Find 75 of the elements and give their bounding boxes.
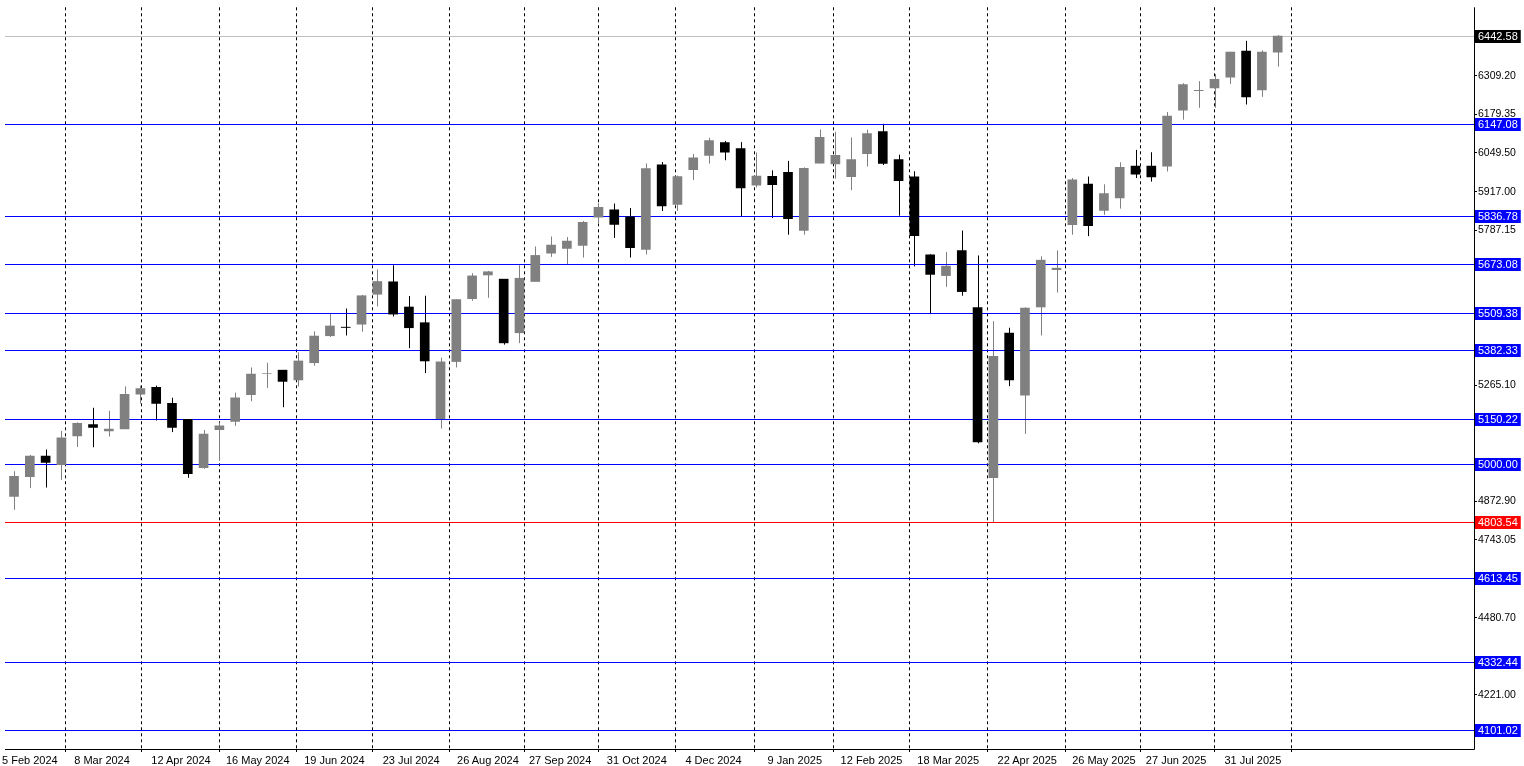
ref-line-label: 5150.22 (1478, 413, 1518, 426)
candlestick (1209, 73, 1220, 109)
candlestick (483, 270, 493, 299)
x-tick-label: 31 Jul 2025 (1224, 753, 1282, 766)
x-tick-label: 26 May 2025 (1072, 753, 1136, 766)
candlestick (325, 313, 335, 338)
x-tick-label: 19 Jun 2024 (304, 753, 365, 766)
candlestick (261, 362, 272, 389)
candlestick (404, 295, 414, 349)
candlestick (688, 153, 699, 181)
y-tick-label: 6309.20 (1478, 68, 1517, 81)
ref-line-label: 5509.38 (1478, 307, 1518, 320)
y-tick-label: 4743.05 (1478, 532, 1517, 545)
x-tick-label: 23 Jul 2024 (382, 753, 440, 766)
candlestick (1272, 34, 1283, 68)
ref-line-label: 5673.08 (1478, 258, 1518, 271)
candlestick (293, 351, 304, 387)
y-tick-label: 5787.15 (1478, 223, 1517, 236)
x-tick-label: 22 Apr 2025 (997, 753, 1057, 766)
y-tick-label: 6049.50 (1478, 145, 1517, 158)
ref-line-label: 6147.08 (1478, 118, 1518, 131)
candlestick (593, 202, 604, 225)
x-tick-label: 26 Aug 2024 (457, 753, 519, 766)
y-tick-label: 4872.90 (1478, 494, 1517, 507)
candlestick (25, 454, 35, 489)
ref-line-label: 5000.00 (1478, 458, 1518, 471)
candlestick (767, 169, 778, 219)
candlestick (9, 470, 19, 511)
candlestick (40, 449, 51, 489)
candlestick (862, 129, 872, 167)
x-tick-label: 27 Sep 2024 (528, 753, 592, 766)
x-tick-label: 18 Mar 2025 (917, 753, 980, 766)
candlestick (562, 236, 572, 265)
x-tick-label: 8 Mar 2024 (74, 753, 130, 766)
x-tick-label: 16 May 2024 (225, 753, 290, 766)
y-tick-label: 5917.00 (1478, 184, 1517, 197)
ref-line-label: 5382.33 (1478, 344, 1518, 357)
x-tick-label: 27 Jun 2025 (1145, 753, 1207, 766)
candlestick (704, 137, 714, 165)
ref-line-label: 4332.44 (1478, 656, 1518, 669)
x-tick-label: 12 Apr 2024 (151, 753, 211, 766)
candlestick (467, 272, 477, 302)
candlestick (720, 140, 730, 161)
candlestick (609, 203, 620, 239)
candlestick (1146, 151, 1157, 183)
ref-line-label: 4613.45 (1478, 572, 1518, 585)
candlestick (72, 421, 83, 448)
candlestick (1099, 183, 1109, 216)
y-tick-label: 5265.10 (1478, 378, 1517, 391)
x-tick-label: 9 Jan 2025 (767, 753, 823, 766)
candlestick (893, 154, 904, 217)
x-tick-label: 4 Dec 2024 (685, 753, 742, 766)
candlestick (941, 251, 951, 288)
candlestick (925, 253, 936, 315)
ref-line-label: 4803.54 (1478, 516, 1518, 529)
y-tick-label: 4480.70 (1478, 610, 1517, 623)
y-tick-label: 4221.00 (1478, 687, 1517, 700)
candlestick (830, 131, 841, 180)
candlestick (372, 268, 383, 307)
x-tick-label: 12 Feb 2025 (840, 753, 903, 766)
ref-line-label: 6442.58 (1478, 30, 1518, 43)
candlestick (88, 407, 98, 448)
ref-line-label: 4101.02 (1478, 724, 1518, 737)
candlestick (846, 136, 857, 191)
candlestick (246, 366, 256, 402)
candlestick (546, 235, 556, 258)
candlestick (151, 385, 162, 422)
ref-line-label: 5836.78 (1478, 210, 1518, 223)
candlestick (340, 307, 351, 336)
candlestick (577, 220, 588, 258)
x-tick-label: 5 Feb 2024 (2, 753, 58, 766)
y-tick-label: 6179.35 (1478, 107, 1517, 120)
candlestick (1193, 80, 1204, 109)
candlestick (277, 369, 288, 408)
x-tick-label: 31 Oct 2024 (606, 753, 667, 766)
